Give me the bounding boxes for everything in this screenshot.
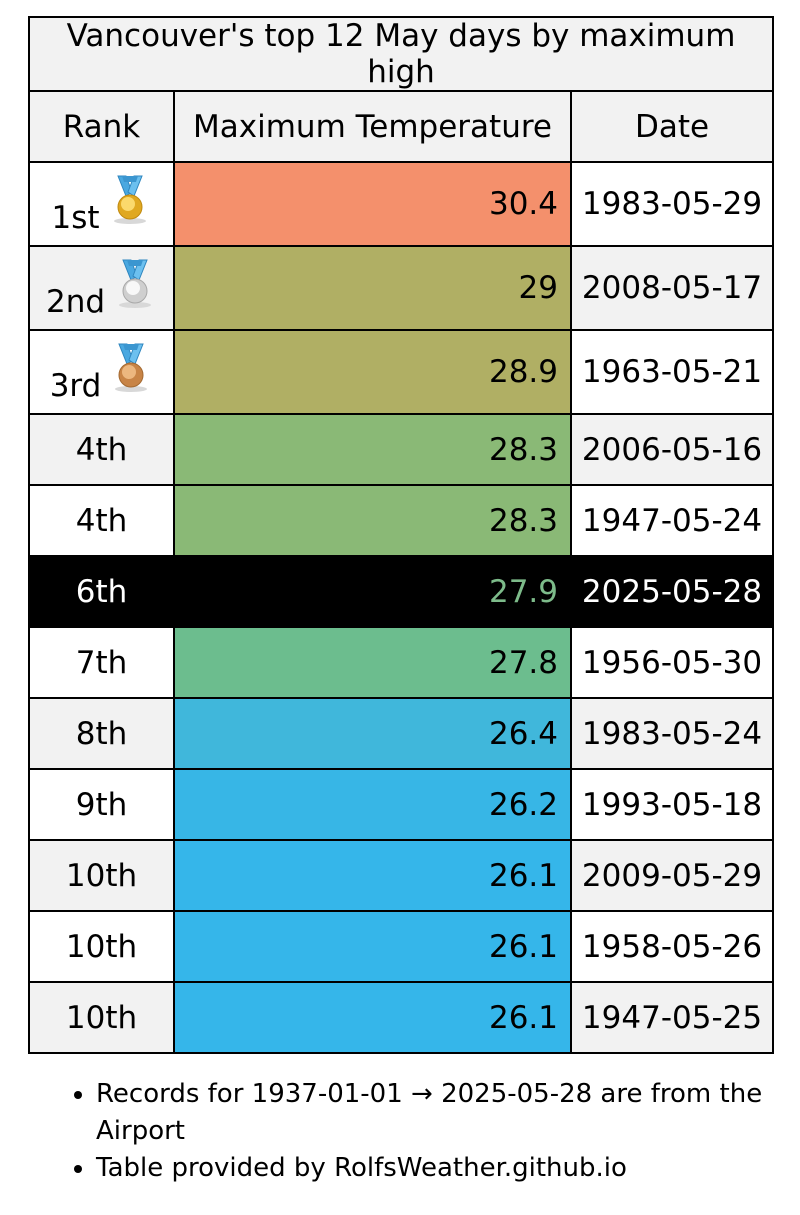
table-row: 3rd 28.9 1963-05-21 <box>28 329 775 415</box>
column-header-date: Date <box>569 90 775 163</box>
date-cell: 2006-05-16 <box>569 413 775 486</box>
rank-cell: 10th <box>28 839 175 912</box>
temperature-cell: 27.8 <box>173 626 572 699</box>
rank-label: 1st <box>51 200 100 236</box>
date-cell: 1947-05-25 <box>569 981 775 1054</box>
temperature-cell: 28.9 <box>173 329 572 415</box>
bronze-medal-icon <box>109 342 153 394</box>
temperature-cell: 26.4 <box>173 697 572 770</box>
date-cell: 1963-05-21 <box>569 329 775 415</box>
table-row: 10th 26.1 1947-05-25 <box>28 981 775 1054</box>
note-item: Table provided by RolfsWeather.github.io <box>96 1150 800 1187</box>
note-item: Records for 1937-01-01 → 2025-05-28 are … <box>96 1076 800 1150</box>
table-row: 4th 28.3 2006-05-16 <box>28 413 775 486</box>
rank-cell: 10th <box>28 981 175 1054</box>
table-row: 1st 30.4 1983-05-29 <box>28 161 775 247</box>
date-cell: 2025-05-28 <box>569 555 775 628</box>
date-cell: 1956-05-30 <box>569 626 775 699</box>
table-title: Vancouver's top 12 May days by maximum h… <box>27 16 775 92</box>
rank-cell: 1st <box>28 161 175 247</box>
rank-label: 2nd <box>45 284 106 320</box>
rank-cell: 9th <box>28 768 175 841</box>
temperature-cell: 27.9 <box>173 555 572 628</box>
date-cell: 1947-05-24 <box>569 484 775 557</box>
rank-cell: 2nd <box>28 245 175 331</box>
rank-cell: 10th <box>28 910 175 983</box>
table-row: 6th 27.9 2025-05-28 <box>28 555 775 628</box>
rank-cell: 3rd <box>28 329 175 415</box>
temperature-cell: 26.1 <box>173 839 572 912</box>
column-header-rank: Rank <box>28 90 175 163</box>
date-cell: 2009-05-29 <box>569 839 775 912</box>
table-row: 2nd 29 2008-05-17 <box>28 245 775 331</box>
notes-list: Records for 1937-01-01 → 2025-05-28 are … <box>36 1076 800 1187</box>
temperature-cell: 26.1 <box>173 981 572 1054</box>
records-table-container: Vancouver's top 12 May days by maximum h… <box>27 16 775 1054</box>
rank-cell: 7th <box>28 626 175 699</box>
table-row: 7th 27.8 1956-05-30 <box>28 626 775 699</box>
date-cell: 2008-05-17 <box>569 245 775 331</box>
temperature-cell: 26.1 <box>173 910 572 983</box>
date-cell: 1983-05-29 <box>569 161 775 247</box>
rank-cell: 8th <box>28 697 175 770</box>
date-cell: 1958-05-26 <box>569 910 775 983</box>
table-row: 4th 28.3 1947-05-24 <box>28 484 775 557</box>
table-row: 10th 26.1 1958-05-26 <box>28 910 775 983</box>
temperature-cell: 30.4 <box>173 161 572 247</box>
rank-cell: 6th <box>28 555 175 628</box>
silver-medal-icon <box>113 258 157 310</box>
records-table: Vancouver's top 12 May days by maximum h… <box>27 16 775 1054</box>
temperature-cell: 28.3 <box>173 413 572 486</box>
rank-label: 3rd <box>49 368 102 404</box>
column-header-temperature: Maximum Temperature <box>173 90 572 163</box>
table-row: 10th 26.1 2009-05-29 <box>28 839 775 912</box>
gold-medal-icon <box>108 174 152 226</box>
temperature-cell: 28.3 <box>173 484 572 557</box>
temperature-cell: 29 <box>173 245 572 331</box>
date-cell: 1983-05-24 <box>569 697 775 770</box>
temperature-cell: 26.2 <box>173 768 572 841</box>
table-row: 8th 26.4 1983-05-24 <box>28 697 775 770</box>
date-cell: 1993-05-18 <box>569 768 775 841</box>
rank-cell: 4th <box>28 413 175 486</box>
table-row: 9th 26.2 1993-05-18 <box>28 768 775 841</box>
table-body: 1st 30.4 1983-05-29 2nd 29 2008-05-17 3rd 28.9 1… <box>28 161 775 1054</box>
rank-cell: 4th <box>28 484 175 557</box>
